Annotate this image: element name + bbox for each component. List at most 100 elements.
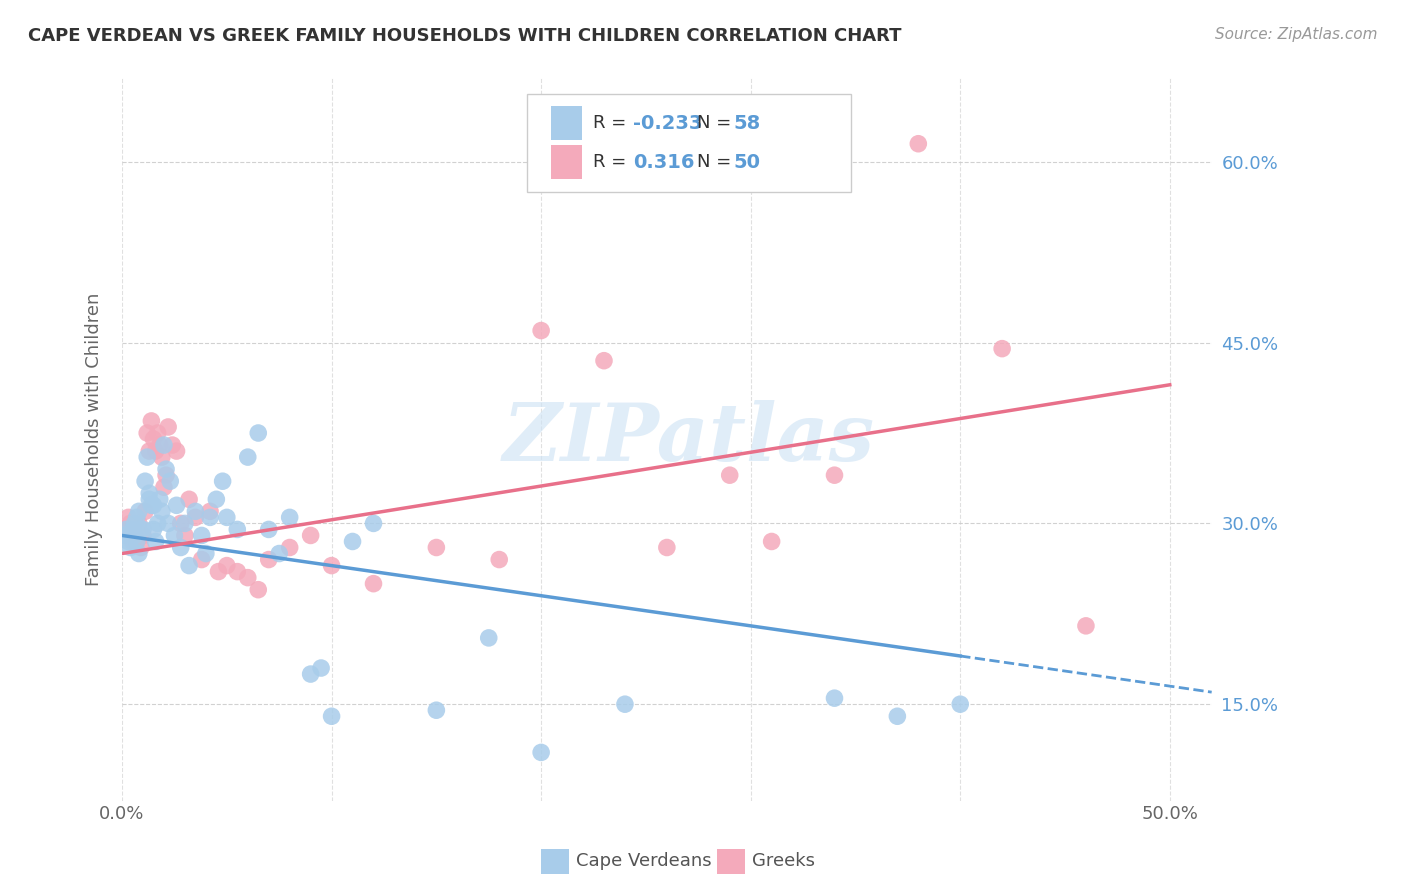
Point [718, 468, 741, 483]
Point [613, 697, 636, 711]
Point [363, 516, 385, 531]
Point [142, 432, 165, 446]
Point [163, 528, 186, 542]
Point [205, 492, 228, 507]
Point [125, 534, 148, 549]
Point [478, 631, 501, 645]
Point [177, 558, 200, 573]
Point [134, 474, 156, 488]
Point [194, 547, 217, 561]
Point [166, 499, 188, 513]
Point [425, 541, 447, 555]
Point [174, 516, 197, 531]
Point [128, 547, 150, 561]
Point [128, 516, 150, 531]
Point [121, 523, 143, 537]
Point [145, 534, 167, 549]
Point [117, 510, 139, 524]
Point [138, 492, 160, 507]
Point [309, 661, 332, 675]
Point [157, 420, 180, 434]
Point [146, 516, 169, 531]
Point [363, 576, 385, 591]
Point [655, 541, 678, 555]
Point [247, 582, 270, 597]
Point [157, 516, 180, 531]
Point [184, 510, 207, 524]
Point [150, 450, 173, 464]
Point [125, 534, 148, 549]
Point [150, 504, 173, 518]
Point [141, 414, 163, 428]
Point [170, 541, 193, 555]
Point [153, 438, 176, 452]
Point [1074, 619, 1097, 633]
Point [138, 486, 160, 500]
Point [257, 523, 280, 537]
Text: CAPE VERDEAN VS GREEK FAMILY HOUSEHOLDS WITH CHILDREN CORRELATION CHART: CAPE VERDEAN VS GREEK FAMILY HOUSEHOLDS … [28, 27, 901, 45]
Point [138, 444, 160, 458]
Point [124, 528, 146, 542]
Point [949, 697, 972, 711]
Point [198, 504, 221, 518]
Text: 58: 58 [734, 113, 761, 133]
Point [299, 667, 322, 681]
Y-axis label: Family Households with Children: Family Households with Children [86, 293, 103, 586]
Point [886, 709, 908, 723]
Point [824, 468, 846, 483]
Point [120, 516, 142, 531]
Point [142, 523, 165, 537]
Text: Greeks: Greeks [752, 852, 815, 870]
Point [132, 523, 155, 537]
Point [207, 565, 229, 579]
Point [530, 746, 553, 760]
Point [146, 425, 169, 440]
Point [129, 541, 152, 555]
Point [121, 534, 143, 549]
Point [488, 552, 510, 566]
Point [342, 534, 364, 549]
Text: 50: 50 [734, 153, 761, 172]
Text: ZIPatlas: ZIPatlas [502, 401, 875, 478]
Point [226, 565, 249, 579]
Text: Cape Verdeans: Cape Verdeans [576, 852, 711, 870]
Point [184, 504, 207, 518]
Point [907, 136, 929, 151]
Point [159, 474, 181, 488]
Point [136, 425, 159, 440]
Point [321, 558, 343, 573]
Point [211, 474, 233, 488]
Point [141, 499, 163, 513]
Point [149, 438, 172, 452]
Point [115, 523, 138, 537]
Text: N =: N = [697, 153, 737, 171]
Point [215, 510, 238, 524]
Point [278, 541, 301, 555]
Point [112, 528, 135, 542]
Point [190, 552, 212, 566]
Point [226, 523, 249, 537]
Point [149, 492, 172, 507]
Point [162, 438, 184, 452]
Point [155, 462, 177, 476]
Point [124, 523, 146, 537]
Point [125, 510, 148, 524]
Text: R =: R = [593, 114, 633, 132]
Text: R =: R = [593, 153, 638, 171]
Text: -0.233: -0.233 [633, 113, 702, 133]
Point [991, 342, 1014, 356]
Point [166, 444, 188, 458]
Text: Source: ZipAtlas.com: Source: ZipAtlas.com [1215, 27, 1378, 42]
Point [215, 558, 238, 573]
Point [155, 468, 177, 483]
Point [120, 541, 142, 555]
Text: 0.316: 0.316 [633, 153, 695, 172]
Point [236, 450, 259, 464]
Point [145, 444, 167, 458]
Point [278, 510, 301, 524]
Point [117, 534, 139, 549]
Point [593, 353, 616, 368]
Text: N =: N = [697, 114, 737, 132]
Point [761, 534, 783, 549]
Point [132, 528, 155, 542]
